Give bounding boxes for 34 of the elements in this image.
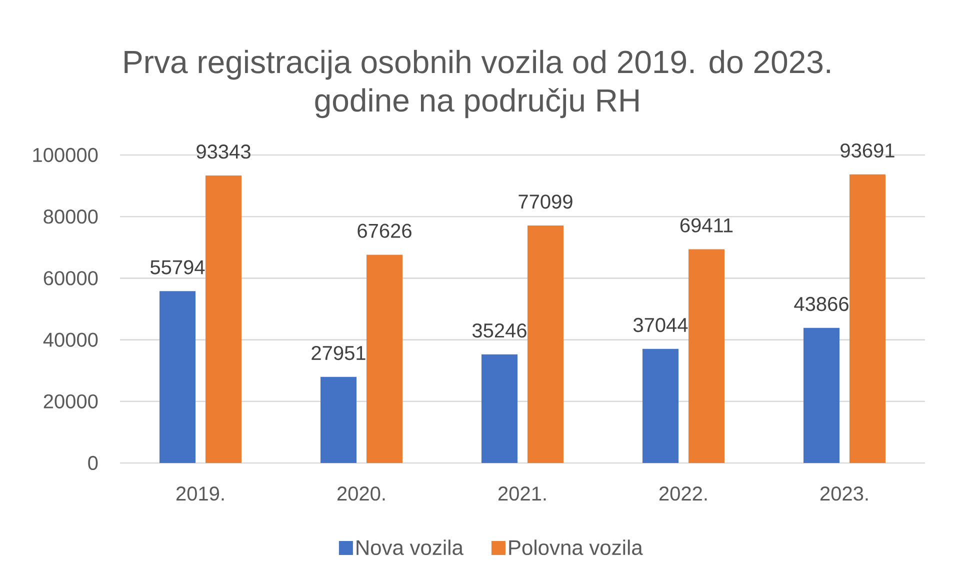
data-label: 69411 (680, 218, 733, 232)
data-label: 43866 (794, 296, 848, 312)
x-tick-label: 2021. (498, 486, 546, 501)
x-tick-label: 2019. (176, 486, 224, 501)
bar (320, 376, 357, 463)
chart-title: Prva registracija osobnih vozila od 2019. do 2023. godine na području RH (124, 50, 830, 118)
y-tick-label: 20000 (44, 394, 98, 408)
y-tick-label: 0 (88, 456, 98, 470)
x-tick-label: 2023. (820, 486, 868, 501)
bar (528, 226, 564, 463)
bar (206, 175, 242, 463)
y-tick-label: 80000 (44, 210, 98, 224)
bar (803, 328, 840, 463)
legend-label: Nova vozila (356, 540, 464, 556)
bar (642, 348, 678, 463)
data-label: 37044 (633, 318, 688, 332)
data-label: 77099 (518, 194, 572, 209)
bar (366, 254, 403, 463)
data-label: 93343 (196, 144, 250, 159)
y-tick-label: 100000 (33, 148, 98, 162)
y-tick-label: 40000 (43, 332, 98, 347)
bar (688, 249, 724, 463)
data-label: 55794 (150, 260, 205, 274)
bar (482, 354, 518, 463)
data-label: 35246 (472, 323, 526, 338)
y-tick-label: 60000 (44, 271, 98, 286)
bar (849, 174, 886, 463)
data-label: 93691 (840, 143, 894, 158)
legend-label: Polovna vozila (509, 540, 643, 556)
bar (160, 291, 196, 463)
data-label: 27951 (312, 346, 366, 360)
x-tick-label: 2022. (659, 486, 707, 501)
data-label: 67626 (358, 224, 412, 238)
x-tick-label: 2020. (337, 486, 385, 501)
